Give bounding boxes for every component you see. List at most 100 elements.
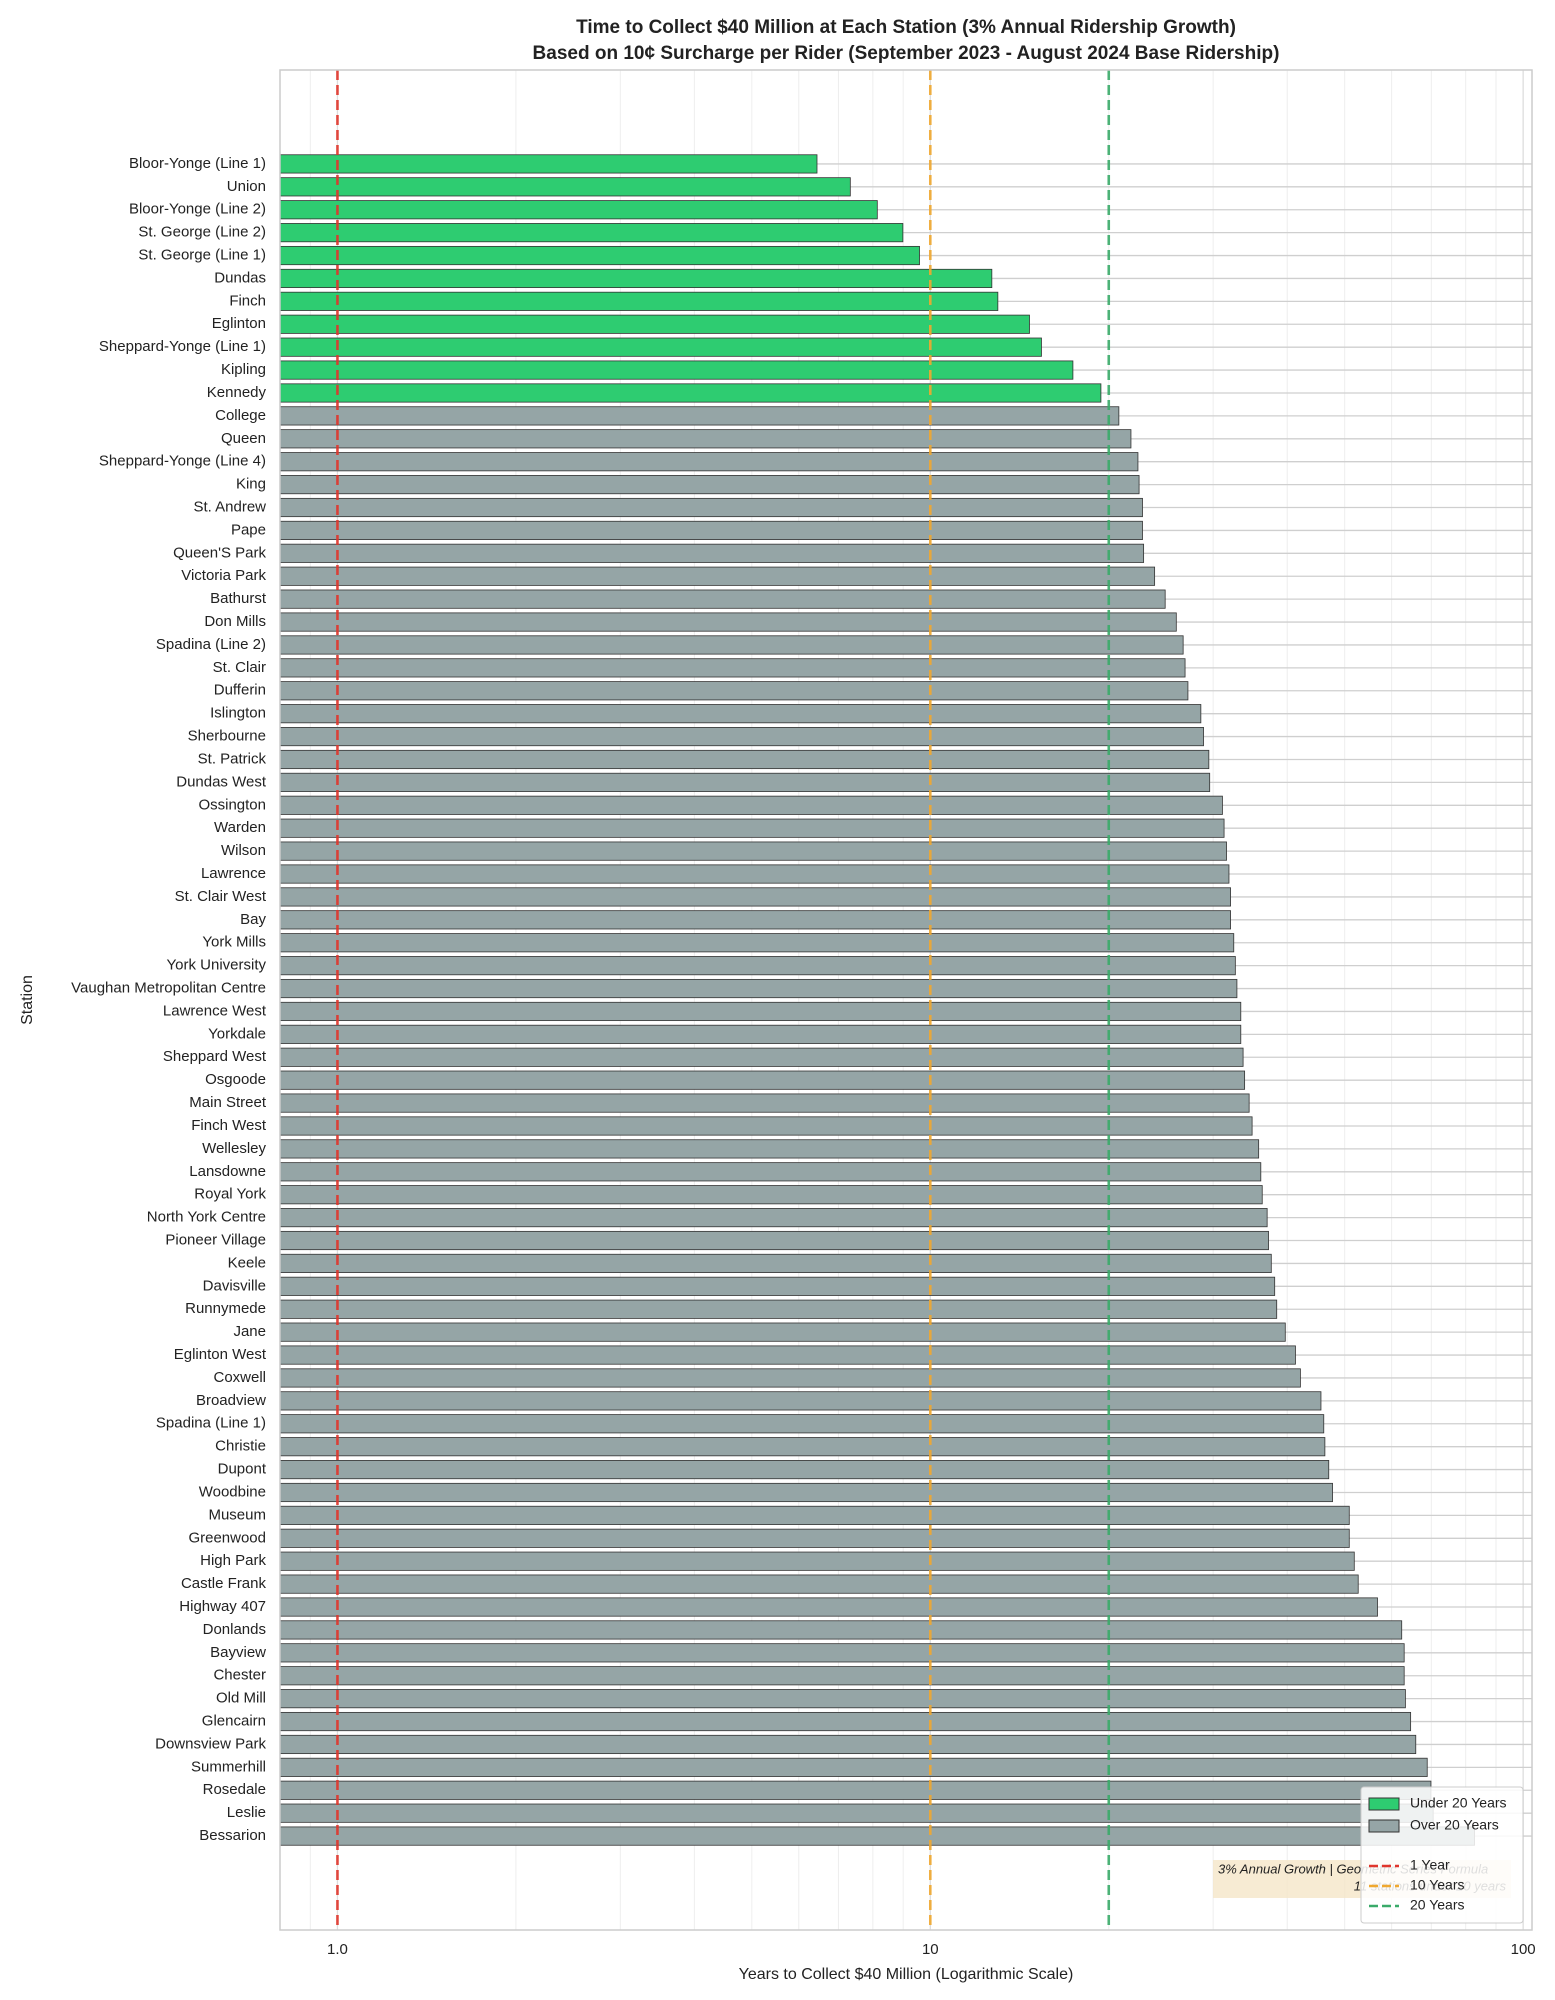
bar [279, 406, 1120, 426]
y-tick-label: Dufferin [214, 682, 266, 699]
bar [279, 543, 1145, 563]
x-tick-label: 1.0 [327, 1941, 348, 1958]
y-tick-label: Royal York [194, 1186, 266, 1203]
bar [279, 658, 1186, 678]
y-tick-label: Sherbourne [188, 728, 266, 745]
y-tick-label: Jane [233, 1323, 266, 1340]
y-tick-label: Queen'S Park [173, 544, 266, 561]
y-tick-label: Queen [221, 430, 266, 447]
y-tick-label: Eglinton [212, 315, 266, 332]
y-tick-label: Sheppard-Yonge (Line 4) [99, 453, 266, 470]
y-tick-label: Bathurst [210, 590, 267, 607]
bar [279, 933, 1235, 953]
bar [279, 635, 1184, 655]
bar [279, 749, 1210, 770]
y-tick-label: Bay [240, 911, 266, 928]
legend-label: Over 20 Years [1410, 1817, 1499, 1833]
legend-swatch [1368, 1819, 1400, 1833]
bar [279, 1482, 1333, 1503]
bar [279, 1070, 1246, 1090]
y-tick-label: Dundas [214, 269, 266, 286]
bar [279, 1711, 1412, 1732]
y-tick-label: Bloor-Yonge (Line 2) [129, 201, 266, 218]
y-tick-label: St. Patrick [198, 750, 267, 767]
y-tick-label: Coxwell [213, 1369, 266, 1386]
bar [279, 1345, 1296, 1365]
y-tick-label: Main Street [189, 1094, 267, 1111]
bar [279, 429, 1132, 449]
y-tick-label: Kipling [221, 361, 266, 378]
bar [279, 841, 1227, 861]
bar [279, 383, 1102, 403]
bar [279, 337, 1042, 357]
bar [279, 1437, 1326, 1457]
x-tick-label: 10 [922, 1941, 939, 1958]
plot-frame [279, 69, 1533, 1931]
y-tick-label: Osgoode [205, 1071, 266, 1088]
bar [279, 681, 1189, 701]
legend-swatch [1368, 1797, 1400, 1811]
y-tick-label: Runnymede [185, 1300, 266, 1317]
y-tick-label: Glencairn [202, 1713, 266, 1730]
legend-label: 1 Year [1410, 1857, 1450, 1873]
bar [279, 1162, 1262, 1182]
y-tick-label: College [215, 407, 266, 424]
bar [279, 1528, 1350, 1548]
bar [279, 1139, 1260, 1159]
y-tick-label: Finch [229, 292, 266, 309]
legend-label: Under 20 Years [1410, 1795, 1507, 1811]
y-tick-label: Bloor-Yonge (Line 1) [129, 155, 266, 172]
bar [279, 245, 920, 266]
bar [279, 1299, 1278, 1319]
y-tick-label: Woodbine [199, 1483, 266, 1500]
y-tick-label: St. George (Line 2) [138, 224, 266, 241]
y-tick-label: Warden [214, 819, 266, 836]
bar [279, 1230, 1269, 1251]
y-tick-label: Sheppard-Yonge (Line 1) [99, 338, 266, 355]
bar [279, 1208, 1268, 1228]
y-tick-label: York Mills [202, 934, 266, 951]
bar [279, 497, 1143, 518]
bar [279, 291, 999, 311]
bar [279, 1734, 1417, 1755]
y-tick-label: Downsview Park [155, 1735, 266, 1752]
bar [279, 1047, 1244, 1067]
bar [279, 1689, 1406, 1709]
y-tick-label: St. Clair [213, 659, 266, 676]
bar [279, 360, 1074, 380]
legend-label: 10 Years [1410, 1877, 1465, 1893]
y-tick-label: Davisville [203, 1277, 266, 1294]
y-tick-label: Museum [208, 1506, 266, 1523]
bar [279, 1780, 1432, 1800]
x-tick-label: 100 [1511, 1941, 1536, 1958]
bar [279, 566, 1156, 586]
bar [279, 1574, 1359, 1594]
y-tick-label: Wellesley [202, 1140, 266, 1157]
chart-subtitle: Based on 10¢ Surcharge per Rider (Septem… [533, 43, 1280, 64]
y-axis-label: Station [19, 975, 36, 1025]
bar [279, 1643, 1405, 1663]
bar [279, 1620, 1403, 1640]
y-tick-label: St. Clair West [175, 888, 267, 905]
bar [279, 910, 1231, 930]
bar [279, 1414, 1325, 1434]
y-tick-label: Dundas West [176, 773, 267, 790]
bar [279, 978, 1238, 999]
bar [279, 177, 851, 197]
y-tick-label: King [236, 476, 266, 493]
y-tick-label: Lawrence [201, 865, 266, 882]
y-tick-label: Ossington [198, 796, 266, 813]
y-tick-label: Wilson [221, 842, 266, 859]
bar [279, 1757, 1428, 1777]
y-tick-label: St. Andrew [193, 498, 266, 515]
y-tick-label: Lansdowne [189, 1163, 266, 1180]
y-tick-label: Leslie [227, 1804, 266, 1821]
bar [279, 795, 1223, 815]
y-tick-label: High Park [200, 1552, 266, 1569]
y-tick-label: Castle Frank [181, 1575, 267, 1592]
y-tick-label: Greenwood [188, 1529, 266, 1546]
y-tick-label: Christie [215, 1438, 266, 1455]
bar [279, 1185, 1263, 1205]
y-tick-label: St. George (Line 1) [138, 247, 266, 264]
